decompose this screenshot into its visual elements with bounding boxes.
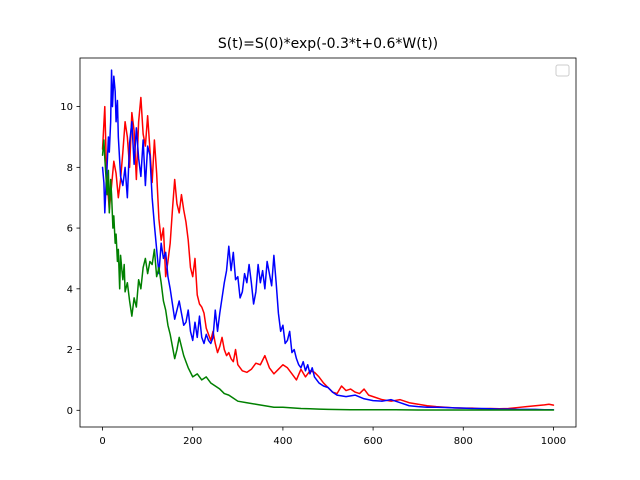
y-tick-label: 4 <box>67 284 73 295</box>
x-tick-label: 600 <box>364 436 383 447</box>
ticks-layer: 0 200 400 600 800 1000 0 2 4 6 8 10 <box>60 102 566 447</box>
x-tick-label: 200 <box>183 436 202 447</box>
series-layer <box>101 69 555 411</box>
x-tick-label: 1000 <box>541 436 566 447</box>
x-tick-label: 0 <box>99 436 105 447</box>
y-tick-label: 10 <box>60 102 73 113</box>
x-tick-label: 400 <box>273 436 292 447</box>
y-tick-label: 8 <box>67 163 73 174</box>
y-tick-label: 6 <box>67 224 73 235</box>
y-tick-label: 0 <box>67 406 73 417</box>
y-tick-label: 2 <box>67 345 73 356</box>
chart-title: S(t)=S(0)*exp(-0.3*t+0.6*W(t)) <box>218 36 438 52</box>
legend-box <box>555 64 570 77</box>
series-line-2 <box>101 69 555 411</box>
series-line-3 <box>101 139 555 411</box>
plot-frame <box>79 57 577 428</box>
x-tick-label: 800 <box>454 436 473 447</box>
